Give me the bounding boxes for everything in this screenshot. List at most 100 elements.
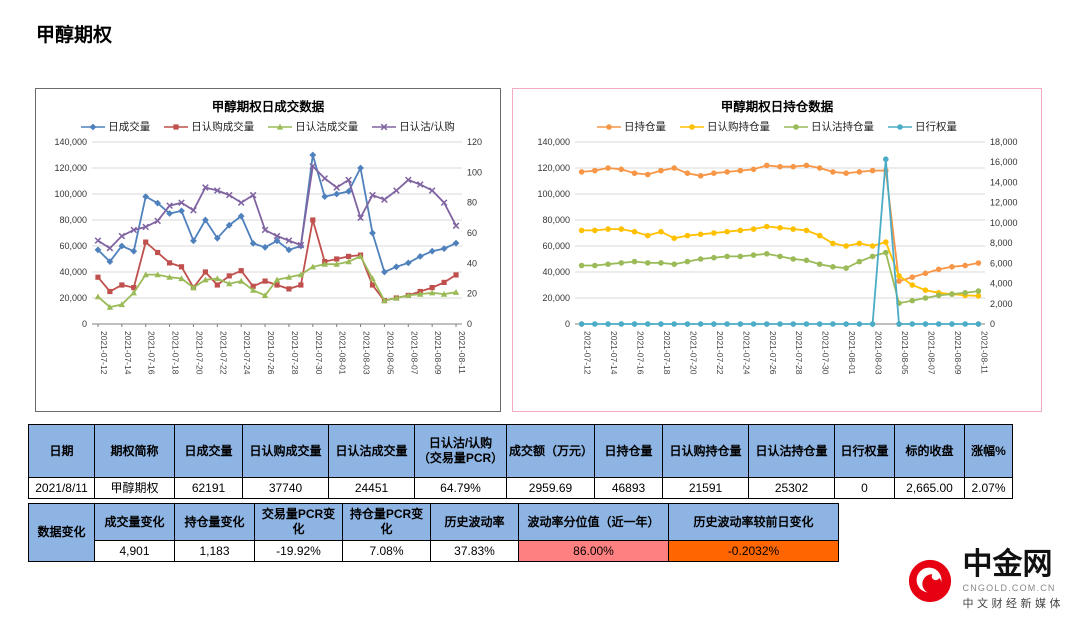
svg-text:60,000: 60,000 <box>59 241 87 251</box>
svg-text:2021-08-09: 2021-08-09 <box>433 331 443 375</box>
svg-text:2021-08-09: 2021-08-09 <box>953 331 963 375</box>
summary-data-cell: 2021/8/11 <box>28 477 95 499</box>
svg-text:2021-07-22: 2021-07-22 <box>715 331 725 375</box>
svg-text:16,000: 16,000 <box>990 157 1018 167</box>
volume-chart-legend: 日成交量 日认购成交量 日认沽成交量 日认沽/认购 <box>36 119 500 134</box>
chart2-plot-area: 0 20,000 40,000 60,000 80,000 100,000 120,000 1… <box>537 137 1018 375</box>
legend-item: 日认沽成交量 <box>268 119 358 134</box>
svg-text:2021-07-16: 2021-07-16 <box>147 331 157 375</box>
svg-text:2,000: 2,000 <box>990 299 1013 309</box>
legend-marker-icon <box>597 123 621 130</box>
logo-tagline: 中文财经新媒体 <box>962 598 1064 610</box>
svg-text:100,000: 100,000 <box>537 189 570 199</box>
svg-text:2021-07-20: 2021-07-20 <box>688 331 698 375</box>
summary-data-cell: 甲醇期权 <box>94 477 175 499</box>
svg-text:2021-07-24: 2021-07-24 <box>242 331 252 375</box>
svg-text:140,000: 140,000 <box>54 137 87 147</box>
svg-text:20: 20 <box>467 289 477 299</box>
summary-data-cell: 37740 <box>242 477 329 499</box>
svg-text:2021-08-01: 2021-08-01 <box>338 331 348 375</box>
svg-text:120: 120 <box>467 137 482 147</box>
cngold-logo: 中金网 CNGOLD.COM.CN 中文财经新媒体 <box>907 550 1065 611</box>
series-line <box>581 251 979 305</box>
change-header-cell: 持仓量PCR变化 <box>342 503 431 541</box>
svg-text:2021-07-30: 2021-07-30 <box>314 331 324 375</box>
svg-text:140,000: 140,000 <box>537 137 570 147</box>
svg-text:2021-08-05: 2021-08-05 <box>900 331 910 375</box>
change-table-corner-cell: 数据变化 <box>28 503 95 562</box>
change-data-cell: 37.83% <box>430 540 519 562</box>
svg-text:2021-08-11: 2021-08-11 <box>979 331 989 374</box>
change-data-cell: -19.92% <box>254 540 343 562</box>
legend-marker-icon <box>784 123 808 130</box>
svg-text:0: 0 <box>82 319 87 329</box>
open-interest-chart-legend: 日持仓量 日认购持仓量 日认沽持仓量 日行权量 <box>513 119 1041 134</box>
svg-text:20,000: 20,000 <box>59 293 87 303</box>
svg-text:2021-07-28: 2021-07-28 <box>794 331 804 375</box>
legend-label: 日持仓量 <box>624 121 666 133</box>
summary-table: 日期 期权简称 日成交量 日认购成交量 日认沽成交量 日认沽/认购（交易量PCR） 成交额（… <box>28 424 1013 499</box>
svg-text:4,000: 4,000 <box>990 279 1013 289</box>
series-line <box>97 154 457 274</box>
change-data-cell: -0.2032% <box>668 540 839 562</box>
svg-text:0: 0 <box>990 319 995 329</box>
svg-text:6,000: 6,000 <box>990 258 1013 268</box>
summary-header-cell: 标的收盘 <box>894 424 965 478</box>
page-title: 甲醇期权 <box>36 25 113 46</box>
svg-text:0: 0 <box>467 319 472 329</box>
logo-domain: CNGOLD.COM.CN <box>962 583 1056 593</box>
open-interest-chart-title: 甲醇期权日持仓数据 <box>720 100 834 114</box>
legend-item: 日持仓量 <box>597 119 666 134</box>
summary-header-cell: 日成交量 <box>174 424 243 478</box>
change-header-cell: 历史波动率较前日变化 <box>668 503 839 541</box>
svg-text:2021-07-28: 2021-07-28 <box>290 331 300 375</box>
daily-volume-chart: 甲醇期权日成交数据 日成交量 日认购成交量 日认沽成交量 日认沽/认购 0 20,000… <box>35 88 501 412</box>
svg-text:2021-07-12: 2021-07-12 <box>99 331 109 375</box>
svg-text:2021-08-03: 2021-08-03 <box>362 331 372 375</box>
svg-text:120,000: 120,000 <box>54 163 87 173</box>
change-header-row: 数据变化 成交量变化 持仓量变化 交易量PCR变化 持仓量PCR变化 历史波动率 波动率分位… <box>28 503 839 562</box>
summary-header-cell: 日认沽持仓量 <box>748 424 835 478</box>
change-header-cell: 波动率分位值（近一年） <box>518 503 669 541</box>
legend-label: 日认购持仓量 <box>707 121 770 133</box>
legend-marker-icon <box>268 123 293 130</box>
summary-data-cell: 62191 <box>174 477 243 499</box>
summary-header-cell: 期权简称 <box>94 424 175 478</box>
volume-chart-title: 甲醇期权日成交数据 <box>211 100 325 114</box>
summary-data-cell: 24451 <box>328 477 415 499</box>
legend-marker-icon <box>680 123 704 130</box>
cngold-logo-icon <box>908 559 951 602</box>
series-line <box>581 225 979 297</box>
svg-text:2021-07-26: 2021-07-26 <box>768 331 778 375</box>
svg-text:0: 0 <box>565 319 570 329</box>
legend-item: 日行权量 <box>888 119 957 134</box>
legend-label: 日行权量 <box>915 121 957 133</box>
summary-header-cell: 日认沽成交量 <box>328 424 415 478</box>
daily-open-interest-chart: 甲醇期权日持仓数据 日持仓量 日认购持仓量 日认沽持仓量 日行权量 0 20,000 40… <box>512 88 1042 412</box>
change-data-cell: 7.08% <box>342 540 431 562</box>
svg-text:2021-08-11: 2021-08-11 <box>457 331 467 374</box>
svg-text:2021-08-03: 2021-08-03 <box>874 331 884 375</box>
summary-header-cell: 日持仓量 <box>594 424 663 478</box>
svg-text:2021-07-30: 2021-07-30 <box>821 331 831 375</box>
summary-data-cell: 64.79% <box>414 477 507 499</box>
svg-text:2021-07-22: 2021-07-22 <box>218 331 228 375</box>
svg-text:2021-08-01: 2021-08-01 <box>847 331 857 375</box>
legend-label: 日认购成交量 <box>191 121 255 133</box>
svg-text:2021-07-18: 2021-07-18 <box>171 331 181 375</box>
svg-text:40,000: 40,000 <box>542 267 570 277</box>
summary-data-cell: 2,665.00 <box>894 477 965 499</box>
change-header-cell: 历史波动率 <box>430 503 519 541</box>
legend-label: 日认沽持仓量 <box>811 121 874 133</box>
summary-header-cell: 日认沽/认购（交易量PCR） <box>414 424 507 478</box>
change-header-cell: 持仓量变化 <box>174 503 255 541</box>
change-data-cell: 4,901 <box>94 540 175 562</box>
summary-data-row: 2021/8/11 甲醇期权 62191 37740 24451 64.79% 2959.6… <box>28 477 1013 499</box>
summary-header-cell: 日认购持仓量 <box>662 424 749 478</box>
legend-marker-icon <box>81 123 106 130</box>
legend-item: 日认沽持仓量 <box>784 119 874 134</box>
legend-label: 日认沽成交量 <box>295 121 359 133</box>
change-data-row: 4,901 1,183 -19.92% 7.08% 37.83% 86.00% -0.203… <box>29 540 839 562</box>
summary-data-cell: 2959.69 <box>506 477 595 499</box>
legend-item: 日成交量 <box>81 119 150 134</box>
